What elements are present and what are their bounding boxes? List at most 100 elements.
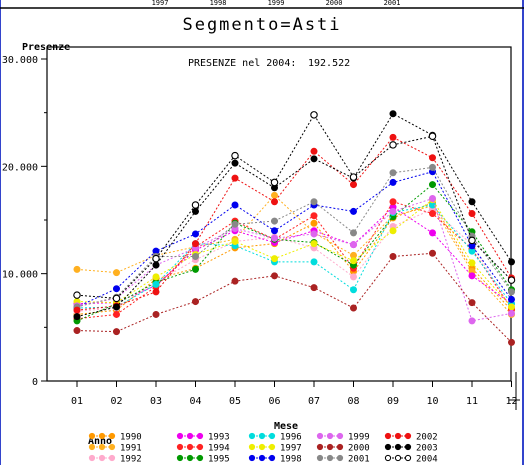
data-point — [192, 265, 200, 273]
data-point — [152, 310, 160, 318]
x-axis-label: Mese — [274, 421, 298, 432]
series-2003 — [73, 110, 515, 321]
data-point — [389, 169, 397, 177]
data-point — [113, 310, 121, 318]
legend-swatch-marker — [394, 454, 402, 462]
data-point — [113, 285, 121, 293]
data-point — [468, 259, 476, 267]
data-point — [73, 291, 81, 299]
series-line — [76, 204, 512, 309]
top-axis-labels: 1997 1998 1999 2000 2001 — [152, 0, 401, 7]
data-point — [389, 141, 397, 149]
legend-item: 2001 — [316, 454, 370, 465]
top-axis-label: 1998 — [210, 0, 227, 7]
legend-item: 1993 — [176, 432, 230, 443]
data-point — [468, 236, 476, 245]
data-point — [152, 254, 160, 263]
y-axis-label: Presenze — [22, 42, 70, 53]
data-point — [428, 181, 436, 189]
data-point — [310, 219, 318, 227]
data-point — [113, 269, 121, 277]
x-axis: 01 02 03 04 05 06 07 08 09 10 11 12 — [71, 381, 518, 407]
legend-swatch-marker — [88, 443, 96, 451]
data-point — [468, 210, 476, 218]
legend-item: 1997 — [248, 443, 302, 454]
data-point — [310, 111, 318, 119]
data-point — [310, 147, 318, 155]
annotation-label: PRESENZE nel 2004: — [188, 58, 296, 69]
data-point — [349, 207, 357, 215]
x-tick-label: 06 — [268, 396, 280, 407]
legend-item: 1990 — [88, 432, 142, 443]
legend-swatch-marker — [98, 454, 106, 462]
legend-swatch-marker — [88, 454, 96, 462]
data-point — [428, 132, 437, 141]
legend-swatch-marker — [248, 443, 256, 451]
data-point — [507, 338, 515, 346]
legend-swatch-marker — [176, 454, 184, 462]
series-2000 — [73, 249, 515, 346]
data-point — [192, 298, 200, 306]
series-line — [76, 202, 512, 315]
legend-label: 2004 — [416, 455, 438, 465]
data-point — [192, 240, 200, 248]
series-line — [76, 183, 512, 322]
data-point — [152, 288, 160, 296]
data-point — [507, 288, 515, 296]
data-point — [507, 303, 515, 311]
legend-label: 1994 — [208, 444, 230, 454]
legend-swatch-marker — [316, 454, 324, 462]
data-point — [507, 309, 515, 317]
data-point — [270, 227, 278, 235]
x-tick-label: 01 — [71, 396, 83, 407]
y-tick-label: 20.000 — [2, 162, 38, 173]
data-point — [428, 195, 436, 203]
legend-swatch-marker — [268, 443, 276, 451]
data-point — [270, 255, 278, 263]
data-point — [191, 201, 200, 209]
data-point — [113, 303, 121, 311]
legend-item: 2003 — [384, 444, 438, 454]
legend-swatch-marker — [336, 443, 344, 451]
data-point — [231, 277, 239, 285]
legend-item: 1994 — [176, 444, 230, 454]
data-point — [428, 210, 436, 218]
legend-label: 2003 — [416, 444, 438, 454]
data-point — [428, 154, 436, 162]
series-line — [76, 201, 512, 320]
x-tick-label: 03 — [150, 396, 162, 407]
series-line — [76, 206, 512, 305]
legend-item: 1995 — [176, 454, 230, 465]
legend-item: 1999 — [316, 432, 370, 443]
legend-item: 1998 — [248, 454, 302, 465]
data-point — [270, 272, 278, 280]
data-point — [270, 234, 278, 242]
legend-swatch-marker — [316, 432, 324, 440]
legend-title: Anno — [88, 436, 112, 447]
data-point — [389, 110, 397, 118]
legend-swatch-marker — [176, 432, 184, 440]
data-point — [389, 198, 397, 206]
legend-swatch-marker — [248, 454, 256, 462]
legend-swatch-marker — [88, 432, 96, 440]
chart-title: Segmento=Asti — [182, 15, 341, 35]
data-point — [349, 257, 357, 265]
data-point — [310, 198, 318, 206]
series-layer — [73, 110, 516, 346]
data-point — [231, 159, 239, 167]
legend-swatch-marker — [326, 432, 334, 440]
legend-label: 2002 — [416, 433, 438, 443]
legend-swatch-marker — [316, 443, 324, 451]
data-point — [192, 252, 200, 260]
data-point — [468, 317, 476, 325]
legend-label: 1997 — [280, 444, 302, 454]
legend-swatch-marker — [196, 432, 204, 440]
legend-swatch-marker — [186, 454, 194, 462]
annotation-value: 192.522 — [308, 58, 350, 69]
legend-label: 2001 — [348, 455, 370, 465]
x-tick-label: 12 — [505, 396, 517, 407]
legend-label: 1992 — [120, 455, 142, 465]
